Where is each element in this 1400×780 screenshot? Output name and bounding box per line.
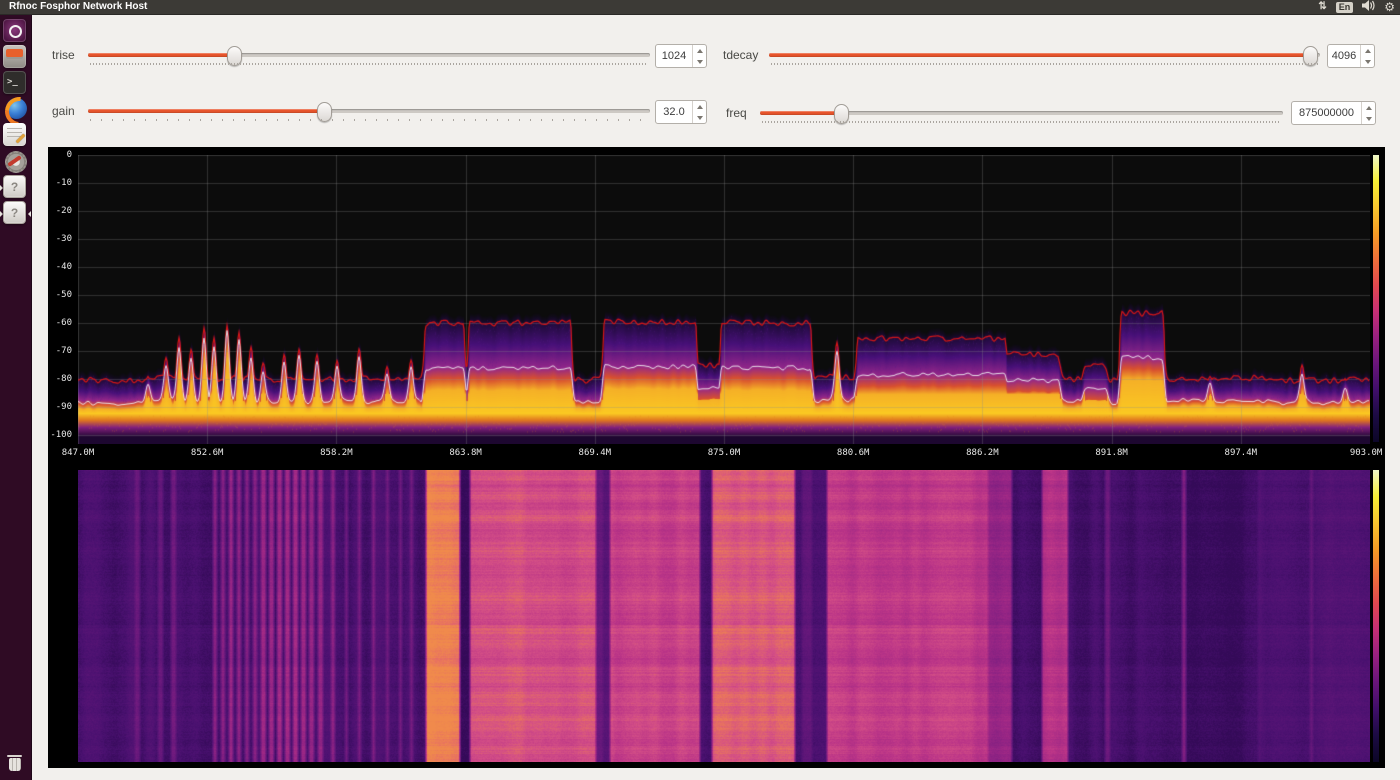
gain-label: gain [52,104,75,118]
y-tick-label: -10 [55,178,72,188]
slider-track[interactable] [769,53,1320,57]
slider-fill [88,109,323,113]
launcher-firefox[interactable] [0,91,40,132]
trise-slider-handle[interactable] [227,46,243,66]
colorbar-waterfall [1373,470,1379,762]
db-axis: 0 -10 -20 -30 -40 -50 -60 -70 -80 -90 -100 [48,147,76,467]
y-tick-label: 0 [66,150,72,160]
freq-slider[interactable] [760,103,1283,124]
x-tick-label: 869.4M [578,448,612,458]
ubuntu-logo-icon [3,19,26,42]
freq-value-input[interactable] [1292,102,1361,124]
text-editor-icon [3,123,26,146]
launcher-unknown-app-1[interactable]: ? [0,175,31,200]
slider-fill [769,53,1317,57]
unity-launcher: >_ ? ? [0,14,40,780]
slider-track[interactable] [88,53,650,57]
trise-label: trise [52,48,75,62]
x-tick-label: 863.8M [449,448,482,458]
y-tick-label: -70 [55,346,72,356]
window-title: Rfnoc Fosphor Network Host [9,1,148,12]
session-gear-icon[interactable]: ⚙ [1384,0,1395,14]
gain-spin-down-button[interactable] [693,112,706,123]
settings-gear-icon [3,149,27,173]
x-tick-label: 858.2M [320,448,353,458]
x-tick-label: 886.2M [966,448,999,458]
slider-track[interactable] [760,111,1283,115]
x-tick-label: 897.4M [1224,448,1258,458]
y-tick-label: -40 [55,262,72,272]
freq-spinbox[interactable] [1291,101,1376,125]
slider-track[interactable] [88,109,650,113]
volume-icon[interactable] [1362,0,1375,15]
gain-value-input[interactable] [656,101,692,123]
y-tick-label: -30 [55,234,72,244]
unknown-app-icon: ? [3,175,26,198]
launcher-trash[interactable] [0,752,31,777]
tdecay-slider-handle[interactable] [1303,46,1319,66]
trise-slider[interactable] [88,45,650,66]
trise-value-input[interactable] [656,45,692,67]
x-tick-label: 875.0M [707,448,741,458]
gain-slider[interactable] [88,101,650,122]
x-tick-label: 847.0M [61,448,95,458]
trise-spin-down-button[interactable] [693,56,706,67]
y-tick-label: -90 [55,402,72,412]
top-menu-bar: Rfnoc Fosphor Network Host ⇅ En ⚙ [0,0,1400,15]
slider-fill [760,111,836,115]
running-indicator-arrow [0,211,3,217]
y-tick-label: -20 [55,206,72,216]
unknown-app-icon: ? [3,201,26,224]
y-tick-label: -100 [50,430,72,440]
launcher-unknown-app-2[interactable]: ? [0,201,31,226]
gain-slider-handle[interactable] [317,102,333,122]
freq-spin-down-button[interactable] [1362,113,1375,124]
tdecay-value-input[interactable] [1328,45,1360,67]
freq-axis: 847.0M 852.6M 858.2M 863.8M 869.4M 875.0M 880.… [48,448,1385,460]
terminal-icon: >_ [3,71,26,94]
focused-indicator-arrow [28,211,31,217]
slider-fill [88,53,231,57]
freq-spin-up-button[interactable] [1362,102,1375,113]
slider-ticks [762,121,1281,123]
trise-spinbox[interactable] [655,44,707,68]
launcher-files[interactable] [0,45,31,70]
colorbar-spectrum [1373,155,1379,442]
system-tray: ⇅ En ⚙ [1318,0,1395,14]
keyboard-layout-indicator[interactable]: En [1335,1,1354,13]
gain-spinbox[interactable] [655,100,707,124]
slider-ticks [90,63,648,65]
freq-label: freq [726,106,747,120]
trise-spin-up-button[interactable] [693,45,706,56]
spectrum-canvas [78,155,1370,444]
text-entry-icon[interactable]: ⇅ [1318,1,1327,12]
firefox-icon [0,91,40,132]
slider-ticks [771,63,1318,65]
files-icon [3,45,26,68]
x-tick-label: 852.6M [190,448,224,458]
trash-icon [3,752,26,775]
tdecay-spin-down-button[interactable] [1361,56,1374,67]
tdecay-spin-up-button[interactable] [1361,45,1374,56]
launcher-ubuntu-dash[interactable] [0,19,31,44]
tdecay-label: tdecay [723,48,759,62]
running-indicator-arrow [0,185,3,191]
y-tick-label: -50 [55,290,72,300]
gain-spin-up-button[interactable] [693,101,706,112]
y-tick-label: -60 [55,318,72,328]
x-tick-label: 880.6M [836,448,870,458]
tdecay-slider[interactable] [769,45,1320,66]
waterfall-canvas [78,470,1370,762]
launcher-terminal[interactable]: >_ [0,71,31,96]
launcher-text-editor[interactable] [0,123,31,148]
x-tick-label: 891.8M [1095,448,1128,458]
fosphor-display: 0 -10 -20 -30 -40 -50 -60 -70 -80 -90 -100 847.0M 8… [48,147,1385,768]
y-tick-label: -80 [55,374,72,384]
x-tick-label: 903.0M [1349,448,1383,458]
freq-slider-handle[interactable] [833,104,849,124]
slider-ticks [90,119,648,121]
tdecay-spinbox[interactable] [1327,44,1375,68]
launcher-system-settings[interactable] [0,149,31,174]
